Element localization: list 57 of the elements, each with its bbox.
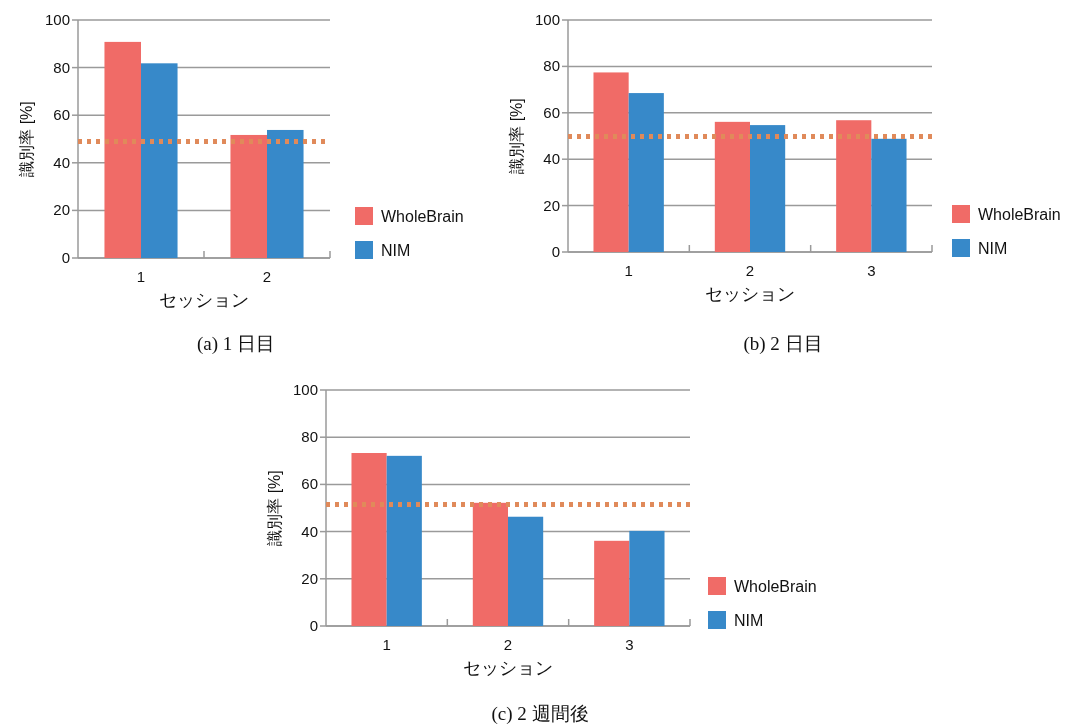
y-tick-label: 20 xyxy=(543,196,560,214)
legend-label: NIM xyxy=(381,242,411,259)
legend-label: WholeBrain xyxy=(978,206,1061,223)
legend-label: WholeBrain xyxy=(734,578,817,595)
bar xyxy=(628,93,664,252)
bar xyxy=(141,63,178,258)
x-axis-title: セッション xyxy=(463,658,553,678)
x-tick-label: 2 xyxy=(745,262,755,279)
text: (c) 2 週間後 xyxy=(491,703,589,725)
bar xyxy=(594,540,630,626)
x-tick-label: 1 xyxy=(624,262,633,279)
y-tick-label: 100 xyxy=(292,381,318,398)
y-tick-label: 0 xyxy=(551,243,560,260)
x-tick-label: 1 xyxy=(382,636,391,653)
bar xyxy=(230,134,267,258)
x-tick-label: 3 xyxy=(867,262,876,279)
legend-label: WholeBrain xyxy=(381,208,464,225)
bar xyxy=(104,41,141,258)
bar xyxy=(351,453,387,626)
bar xyxy=(472,502,508,626)
x-tick-label: 2 xyxy=(503,636,513,653)
legend-label: NIM xyxy=(978,240,1008,257)
y-tick-label: 100 xyxy=(44,11,70,28)
bar xyxy=(836,120,872,252)
y-tick-label: 40 xyxy=(301,522,318,540)
y-axis-title: 識別率 [%] xyxy=(508,98,525,174)
y-tick-label: 60 xyxy=(53,106,70,124)
bar xyxy=(714,121,750,252)
y-tick-label: 60 xyxy=(543,103,560,121)
y-tick-label: 20 xyxy=(301,569,318,587)
bar xyxy=(750,125,786,252)
bar xyxy=(593,72,629,252)
y-axis-title: 識別率 [%] xyxy=(266,470,283,546)
bar xyxy=(267,129,304,258)
y-tick-label: 40 xyxy=(543,150,560,168)
y-tick-label: 80 xyxy=(301,428,318,446)
y-tick-label: 80 xyxy=(543,57,560,75)
x-axis-title: セッション xyxy=(705,284,795,304)
legend-label: NIM xyxy=(734,612,764,629)
text: (a) 1 日目 xyxy=(196,333,276,355)
bar xyxy=(386,455,422,626)
x-axis-title: セッション xyxy=(159,290,249,310)
y-axis-title: 識別率 [%] xyxy=(18,101,35,177)
bar xyxy=(508,516,544,626)
y-tick-label: 100 xyxy=(534,11,560,28)
y-tick-label: 40 xyxy=(53,153,70,171)
y-tick-label: 0 xyxy=(61,249,70,266)
y-tick-label: 80 xyxy=(53,58,70,76)
x-tick-label: 3 xyxy=(625,636,634,653)
x-tick-label: 2 xyxy=(262,268,272,285)
bar xyxy=(629,530,665,626)
y-tick-label: 60 xyxy=(301,475,318,493)
y-tick-label: 0 xyxy=(309,617,318,634)
bar xyxy=(871,138,907,252)
y-tick-label: 20 xyxy=(53,201,70,219)
x-tick-label: 1 xyxy=(136,268,146,285)
text: (b) 2 日目 xyxy=(743,333,823,355)
